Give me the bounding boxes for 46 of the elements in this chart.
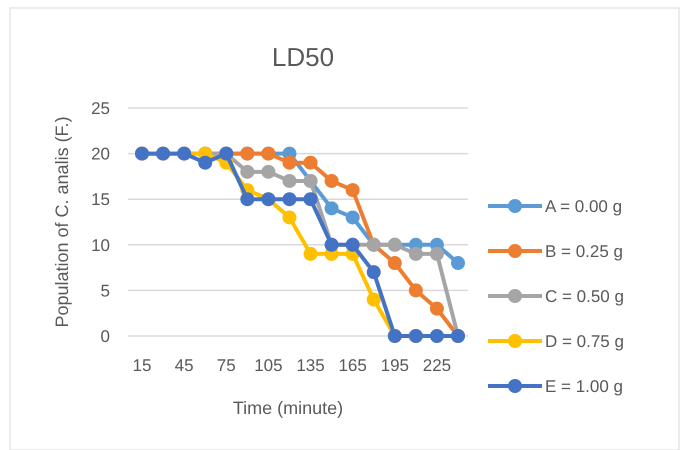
x-tick-label: 165 — [338, 356, 367, 375]
point — [388, 256, 402, 270]
point — [240, 164, 254, 179]
y-tick-label: 5 — [100, 281, 110, 300]
legend-label: D = 0.75 g — [545, 332, 624, 351]
x-axis-title: Time (minute) — [232, 398, 344, 418]
point — [198, 156, 212, 170]
legend-label: A = 0.00 g — [545, 196, 622, 216]
point — [451, 256, 465, 270]
y-tick-label: 0 — [100, 326, 110, 346]
x-tick-label: 45 — [174, 356, 194, 375]
point — [261, 164, 276, 179]
point — [366, 265, 381, 280]
point — [240, 192, 254, 206]
point — [282, 156, 296, 170]
x-tick-label: 195 — [380, 356, 409, 375]
point — [304, 246, 318, 261]
y-tick-label: 15 — [91, 190, 110, 210]
point — [324, 201, 339, 216]
point — [430, 246, 444, 261]
y-tick-label: 20 — [91, 144, 110, 164]
x-tick-label: 75 — [216, 356, 236, 375]
point — [282, 174, 296, 188]
y-tick-label: 10 — [91, 236, 110, 255]
legend-label: C = 0.50 g — [545, 286, 624, 306]
point — [430, 302, 444, 316]
point — [408, 246, 423, 261]
chart-title: LD50 — [272, 42, 334, 72]
y-axis-title: Population of C. analis (F.) — [52, 116, 72, 328]
point — [408, 283, 423, 298]
point — [324, 174, 339, 188]
x-tick-label: 15 — [132, 356, 152, 375]
point — [304, 156, 318, 170]
point — [282, 210, 296, 224]
x-tick-label: 225 — [422, 356, 452, 375]
x-tick-label: 135 — [296, 356, 325, 375]
point — [282, 192, 296, 206]
legend-label: E = 1.00 g — [545, 376, 623, 396]
y-tick-label: 25 — [91, 98, 110, 118]
x-tick-label: 105 — [254, 356, 283, 375]
point — [304, 192, 318, 206]
point — [346, 183, 360, 198]
point — [430, 329, 444, 343]
point — [346, 210, 360, 224]
point — [366, 292, 381, 307]
legend-label: B = 0.25 g — [545, 242, 623, 261]
